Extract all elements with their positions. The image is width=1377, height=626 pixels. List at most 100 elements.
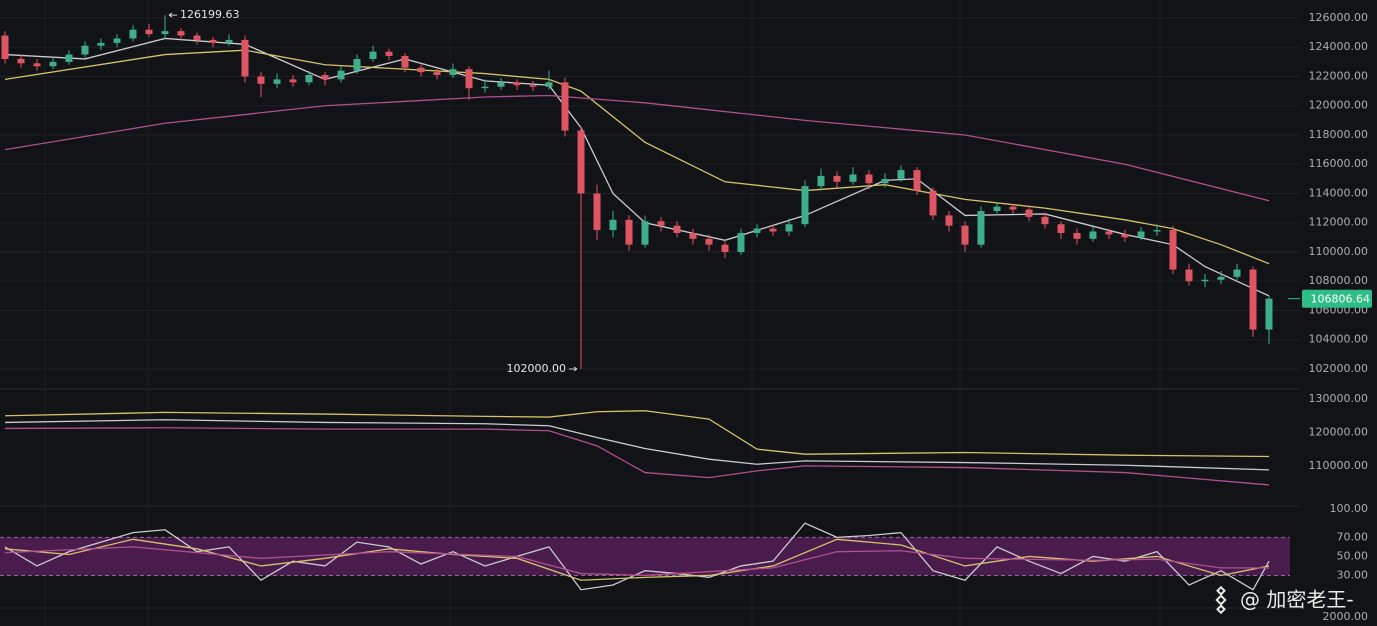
y-tick-label: 120000.00 xyxy=(1309,99,1369,112)
candle-body xyxy=(641,221,649,245)
logo xyxy=(1215,585,1227,615)
candle-body xyxy=(1105,231,1113,235)
candle-body xyxy=(17,58,25,64)
candle-body xyxy=(897,170,905,179)
y-tick-label: 112000.00 xyxy=(1309,216,1369,229)
candle-body xyxy=(1233,269,1241,277)
candle-body xyxy=(1217,276,1225,280)
candle-body xyxy=(305,75,313,83)
y-tick-label: 104000.00 xyxy=(1309,333,1369,346)
candle-body xyxy=(961,225,969,245)
y-tick-label: 114000.00 xyxy=(1309,186,1369,199)
watermark-text: @ 加密老王- xyxy=(1240,588,1354,612)
indicator-line xyxy=(4,522,1270,591)
candle-body xyxy=(929,190,937,216)
candle-body xyxy=(241,39,249,77)
candle-body xyxy=(449,69,457,76)
last-price-label: 106806.64 xyxy=(1311,293,1371,306)
candle-body xyxy=(1137,231,1145,238)
candle-body xyxy=(65,54,73,62)
candle-body xyxy=(1169,230,1177,270)
candle-body xyxy=(785,224,793,232)
candle-body xyxy=(337,70,345,80)
candle-body xyxy=(993,206,1001,212)
candle-body xyxy=(1073,232,1081,239)
candle-body xyxy=(369,51,377,59)
y-tick-label: 122000.00 xyxy=(1309,69,1369,82)
y-tick-label: 126000.00 xyxy=(1309,11,1369,24)
candle-body xyxy=(1057,224,1065,233)
candle-body xyxy=(33,63,41,67)
candle-body xyxy=(209,39,217,43)
candle-body xyxy=(321,75,329,80)
y-tick-label: 100.00 xyxy=(1330,502,1369,515)
y-tick-label: 110000.00 xyxy=(1309,459,1369,472)
candle-body xyxy=(881,178,889,184)
candle-body xyxy=(257,76,265,84)
candle-body xyxy=(1041,216,1049,225)
candle-body xyxy=(705,238,713,245)
indicator-line xyxy=(4,49,1270,265)
candle-body xyxy=(289,79,297,83)
candle-body xyxy=(801,186,809,225)
y-tick-label: 2000.00 xyxy=(1323,610,1369,623)
candle-body xyxy=(401,56,409,68)
candle-body xyxy=(513,82,521,86)
y-tick-label: 110000.00 xyxy=(1309,245,1369,258)
candle-body xyxy=(433,72,441,76)
candle-body xyxy=(977,211,985,245)
min-label: 102000.00 xyxy=(507,362,567,375)
y-tick-label: 116000.00 xyxy=(1309,157,1369,170)
arrow xyxy=(569,366,578,372)
candle-body xyxy=(1185,269,1193,282)
candle-body xyxy=(177,31,185,36)
y-tick-label: 108000.00 xyxy=(1309,274,1369,287)
candle-body xyxy=(529,85,537,87)
candle-body xyxy=(657,221,665,226)
candle-body xyxy=(673,225,681,233)
last-price-badge xyxy=(1302,289,1372,308)
y-tick-label: 124000.00 xyxy=(1309,40,1369,53)
candle-body xyxy=(1265,298,1273,330)
candle-body xyxy=(97,42,105,46)
candle-body xyxy=(817,175,825,187)
y-tick-label: 130000.00 xyxy=(1309,392,1369,405)
candle-body xyxy=(753,228,761,233)
indicator-line xyxy=(4,427,1270,486)
candle-body xyxy=(1153,230,1161,232)
candle-body xyxy=(913,170,921,191)
candle-body xyxy=(193,35,201,40)
arrow xyxy=(168,12,177,18)
candle-body xyxy=(769,228,777,232)
candle-body xyxy=(225,39,233,43)
candle-body xyxy=(721,244,729,252)
candle-body xyxy=(145,29,153,35)
y-tick-label: 70.00 xyxy=(1337,530,1369,543)
candle-body xyxy=(385,51,393,57)
candle-body xyxy=(1121,234,1129,238)
y-tick-label: 118000.00 xyxy=(1309,128,1369,141)
candle-body xyxy=(689,232,697,239)
rsi-band xyxy=(0,537,1290,576)
indicator-line xyxy=(4,94,1270,202)
vertical-grid xyxy=(44,0,1161,626)
candle-body xyxy=(113,38,121,43)
candle-body xyxy=(49,61,57,67)
candle-body xyxy=(273,79,281,84)
candle-body xyxy=(561,82,569,131)
candle-body xyxy=(1089,231,1097,239)
candle-body xyxy=(353,58,361,71)
candle-body xyxy=(593,193,601,231)
max-label: 126199.63 xyxy=(180,8,240,21)
candle-body xyxy=(1,35,9,59)
y-tick-label: 30.00 xyxy=(1337,568,1369,581)
candle-body xyxy=(849,174,857,182)
candle-body xyxy=(1249,269,1257,330)
candle-body xyxy=(625,219,633,245)
candle-body xyxy=(577,130,585,194)
y-tick-label: 50.00 xyxy=(1337,549,1369,562)
candle-body xyxy=(481,86,489,89)
y-tick-label: 102000.00 xyxy=(1309,362,1369,375)
